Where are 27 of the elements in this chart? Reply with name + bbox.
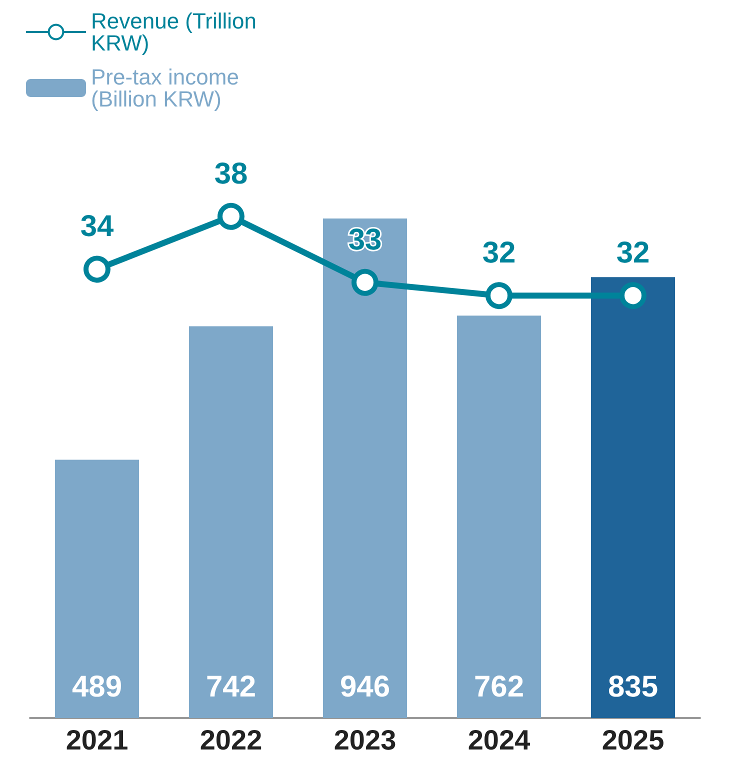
bar: [457, 316, 541, 718]
data-label: 489: [72, 670, 122, 704]
data-label: 32: [616, 236, 650, 270]
point: [620, 282, 646, 310]
bar: [189, 326, 273, 718]
x-tick-label: 2024: [468, 724, 531, 756]
data-label: 742: [206, 670, 256, 704]
bar: [591, 277, 675, 718]
data-label: 32: [482, 236, 516, 270]
data-label: 38: [214, 157, 248, 190]
bar: [323, 218, 407, 718]
data-label: 34: [80, 210, 114, 244]
x-tick-label: 2021: [66, 724, 128, 756]
data-label: 835: [608, 670, 658, 704]
point: [352, 268, 378, 296]
legend-label: Revenue (Trillion KRW): [91, 8, 263, 56]
data-label: 946: [340, 670, 390, 704]
x-tick-label: 2023: [334, 724, 396, 756]
point: [486, 282, 512, 310]
x-tick-label: 2025: [602, 724, 664, 756]
data-label: 33: [348, 223, 382, 256]
data-label: 762: [474, 670, 524, 704]
point: [218, 202, 244, 230]
point: [84, 256, 110, 283]
legend-label: Pre-tax income (Billion KRW): [91, 64, 246, 112]
bar: [55, 460, 139, 718]
x-tick-label: 2022: [200, 724, 262, 756]
